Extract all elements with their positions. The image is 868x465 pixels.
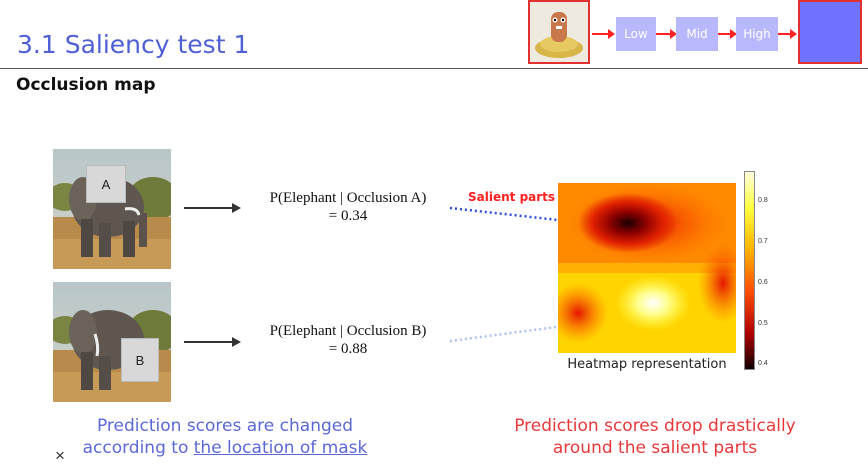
pipeline-arrow <box>656 33 672 35</box>
right-caption: Prediction scores drop drastically aroun… <box>495 415 815 459</box>
stage-high-box: High <box>736 17 778 51</box>
colorbar-tick-0.5: 0.5 <box>758 320 768 327</box>
food-thumbnail-image <box>530 2 588 62</box>
pipeline-arrow <box>718 33 732 35</box>
output-box <box>798 0 862 64</box>
equation-a-line2: = 0.34 <box>328 208 368 224</box>
colorbar <box>744 171 755 370</box>
elephant-image-a: A <box>53 149 171 269</box>
pipeline-arrow <box>592 33 612 35</box>
pipeline-arrowhead <box>730 29 737 39</box>
input-image-frame <box>528 0 590 64</box>
stage-mid-box: Mid <box>676 17 718 51</box>
pipeline-arrowhead <box>790 29 797 39</box>
colorbar-tick-0.4: 0.4 <box>758 360 768 367</box>
arrow-b <box>184 337 241 347</box>
stage-low-box: Low <box>616 17 656 51</box>
occlusion-patch-b: B <box>121 338 159 382</box>
occlusion-patch-a: A <box>86 165 126 203</box>
section-subtitle: Occlusion map <box>16 75 156 95</box>
equation-a-line1: P(Elephant | Occlusion A) <box>269 190 427 206</box>
pipeline-arrowhead <box>608 29 615 39</box>
equation-b-line2: = 0.88 <box>328 341 368 357</box>
right-caption-line1: Prediction scores drop drastically <box>514 416 796 436</box>
pipeline-arrow <box>778 33 792 35</box>
left-caption-line2: according to the location of mask <box>60 437 390 459</box>
elephant-image-b: B <box>53 282 171 402</box>
pipeline-diagram: Low Mid High <box>528 0 868 68</box>
right-caption-line2: around the salient parts <box>552 438 758 458</box>
equation-b: P(Elephant | Occlusion B) = 0.88 <box>248 323 448 358</box>
left-caption-prefix: according to <box>82 438 194 458</box>
pipeline-arrowhead <box>670 29 677 39</box>
colorbar-tick-0.6: 0.6 <box>758 279 768 286</box>
arrow-a <box>184 203 241 213</box>
equation-b-line1: P(Elephant | Occlusion B) <box>269 323 427 339</box>
salient-parts-label: Salient parts <box>468 190 556 204</box>
colorbar-tick-0.8: 0.8 <box>758 197 768 204</box>
left-caption: Prediction scores are changed according … <box>60 415 390 459</box>
page-title: 3.1 Saliency test 1 <box>17 30 250 59</box>
mask-location-link[interactable]: the location of mask <box>193 438 368 458</box>
heatmap-label: Heatmap representation <box>567 357 727 372</box>
title-divider <box>0 68 868 69</box>
equation-a: P(Elephant | Occlusion A) = 0.34 <box>248 190 448 225</box>
close-icon[interactable]: × <box>55 446 65 465</box>
heatmap-image <box>558 183 736 353</box>
colorbar-tick-0.7: 0.7 <box>758 238 768 245</box>
left-caption-line1: Prediction scores are changed <box>96 416 354 436</box>
